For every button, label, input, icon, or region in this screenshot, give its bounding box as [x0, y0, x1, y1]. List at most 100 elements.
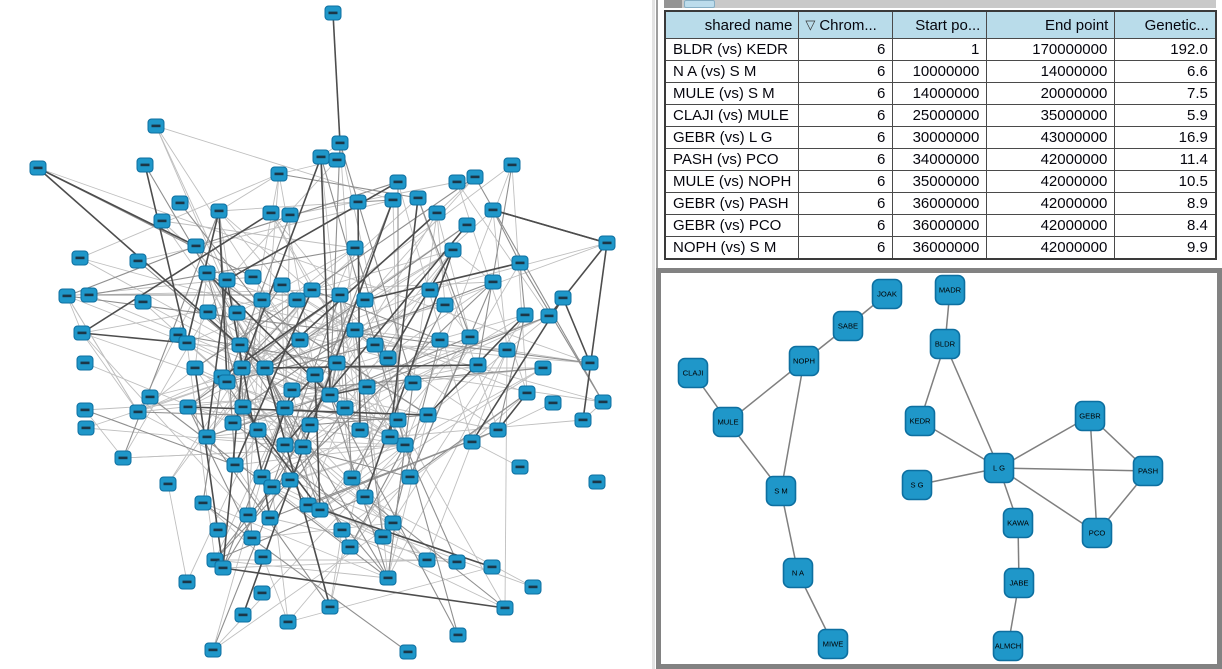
network-node[interactable] [428, 205, 446, 221]
network-node[interactable] [358, 379, 376, 395]
network-node[interactable] [448, 174, 466, 190]
network-node-kawa[interactable]: KAWA [1002, 507, 1034, 539]
network-node[interactable] [76, 355, 94, 371]
network-node-noph[interactable]: NOPH [788, 345, 820, 377]
table-cell[interactable]: 42000000 [986, 192, 1116, 215]
network-node[interactable] [544, 395, 562, 411]
network-node[interactable] [129, 404, 147, 420]
network-node[interactable] [218, 374, 236, 390]
network-node[interactable] [281, 472, 299, 488]
table-cell[interactable]: N A (vs) S M [664, 60, 800, 83]
network-node[interactable] [436, 297, 454, 313]
network-node-pash[interactable]: PASH [1132, 455, 1164, 487]
network-node[interactable] [581, 355, 599, 371]
network-node[interactable] [328, 355, 346, 371]
network-node[interactable] [71, 250, 89, 266]
table-cell[interactable]: 6 [798, 126, 894, 149]
network-node[interactable] [421, 282, 439, 298]
table-cell[interactable]: 6 [798, 236, 894, 260]
network-node[interactable] [77, 420, 95, 436]
table-cell[interactable]: 42000000 [986, 214, 1116, 237]
network-node[interactable] [253, 585, 271, 601]
network-node[interactable] [194, 495, 212, 511]
network-node-bldr[interactable]: BLDR [929, 328, 961, 360]
network-node[interactable] [351, 422, 369, 438]
table-cell[interactable]: GEBR (vs) PASH [664, 192, 800, 215]
network-node[interactable] [379, 570, 397, 586]
network-node-claji[interactable]: CLAJI [677, 357, 709, 389]
network-node-miwe[interactable]: MIWE [817, 628, 849, 660]
network-node[interactable] [401, 469, 419, 485]
table-row[interactable]: CLAJI (vs) MULE 6 25000000 35000000 5.9 [664, 104, 1217, 127]
network-node-joak[interactable]: JOAK [871, 278, 903, 310]
large-network-canvas[interactable] [0, 0, 652, 669]
table-row[interactable]: PASH (vs) PCO 6 34000000 42000000 11.4 [664, 148, 1217, 171]
network-node[interactable] [80, 287, 98, 303]
network-node[interactable] [303, 282, 321, 298]
network-node-s-g[interactable]: S G [901, 469, 933, 501]
table-cell[interactable]: 8.9 [1114, 192, 1217, 215]
table-cell[interactable]: 20000000 [986, 82, 1116, 105]
network-node[interactable] [356, 292, 374, 308]
network-node[interactable] [389, 412, 407, 428]
table-cell[interactable]: 11.4 [1114, 148, 1217, 171]
network-node[interactable] [273, 277, 291, 293]
table-cell[interactable]: 10000000 [892, 60, 988, 83]
table-cell[interactable]: NOPH (vs) S M [664, 236, 800, 260]
network-node[interactable] [283, 382, 301, 398]
network-node[interactable] [204, 642, 222, 658]
table-cell[interactable]: 43000000 [986, 126, 1116, 149]
table-cell[interactable]: PASH (vs) PCO [664, 148, 800, 171]
network-node[interactable] [29, 160, 47, 176]
network-node[interactable] [198, 429, 216, 445]
table-cell[interactable]: 25000000 [892, 104, 988, 127]
network-node[interactable] [233, 360, 251, 376]
table-row[interactable]: GEBR (vs) PASH 6 36000000 42000000 8.9 [664, 192, 1217, 215]
table-cell[interactable]: 14000000 [986, 60, 1116, 83]
network-node[interactable] [404, 375, 422, 391]
table-cell[interactable]: 6.6 [1114, 60, 1217, 83]
network-node-pco[interactable]: PCO [1081, 517, 1113, 549]
network-node[interactable] [469, 357, 487, 373]
network-node[interactable] [461, 329, 479, 345]
network-node[interactable] [171, 195, 189, 211]
network-node-gebr[interactable]: GEBR [1074, 400, 1106, 432]
network-node[interactable] [496, 600, 514, 616]
network-node[interactable] [279, 614, 297, 630]
network-node[interactable] [253, 292, 271, 308]
table-cell[interactable]: 30000000 [892, 126, 988, 149]
network-node[interactable] [270, 166, 288, 182]
table-cell[interactable]: 42000000 [986, 148, 1116, 171]
network-node-sabe[interactable]: SABE [832, 310, 864, 342]
column-header-4[interactable]: Genetic... [1114, 10, 1217, 39]
network-node[interactable] [346, 322, 364, 338]
network-node[interactable] [239, 507, 257, 523]
network-node[interactable] [186, 360, 204, 376]
network-node[interactable] [540, 308, 558, 324]
table-cell[interactable]: 36000000 [892, 214, 988, 237]
network-node[interactable] [343, 470, 361, 486]
table-cell[interactable]: 35000000 [892, 170, 988, 193]
table-cell[interactable]: 6 [798, 38, 894, 61]
network-node[interactable] [228, 305, 246, 321]
network-node[interactable] [301, 417, 319, 433]
network-node[interactable] [179, 399, 197, 415]
network-node[interactable] [224, 415, 242, 431]
table-cell[interactable]: MULE (vs) S M [664, 82, 800, 105]
table-cell[interactable]: 16.9 [1114, 126, 1217, 149]
network-node[interactable] [333, 522, 351, 538]
network-node[interactable] [366, 337, 384, 353]
network-node[interactable] [199, 304, 217, 320]
network-node-n-a[interactable]: N A [782, 557, 814, 589]
network-node[interactable] [328, 152, 346, 168]
network-node[interactable] [341, 539, 359, 555]
network-node-s-m[interactable]: S M [765, 475, 797, 507]
network-node[interactable] [114, 450, 132, 466]
network-node[interactable] [524, 579, 542, 595]
network-node[interactable] [141, 389, 159, 405]
network-node[interactable] [209, 522, 227, 538]
table-cell[interactable]: 170000000 [986, 38, 1116, 61]
network-node[interactable] [311, 502, 329, 518]
network-node[interactable] [210, 203, 228, 219]
network-node[interactable] [324, 5, 342, 21]
